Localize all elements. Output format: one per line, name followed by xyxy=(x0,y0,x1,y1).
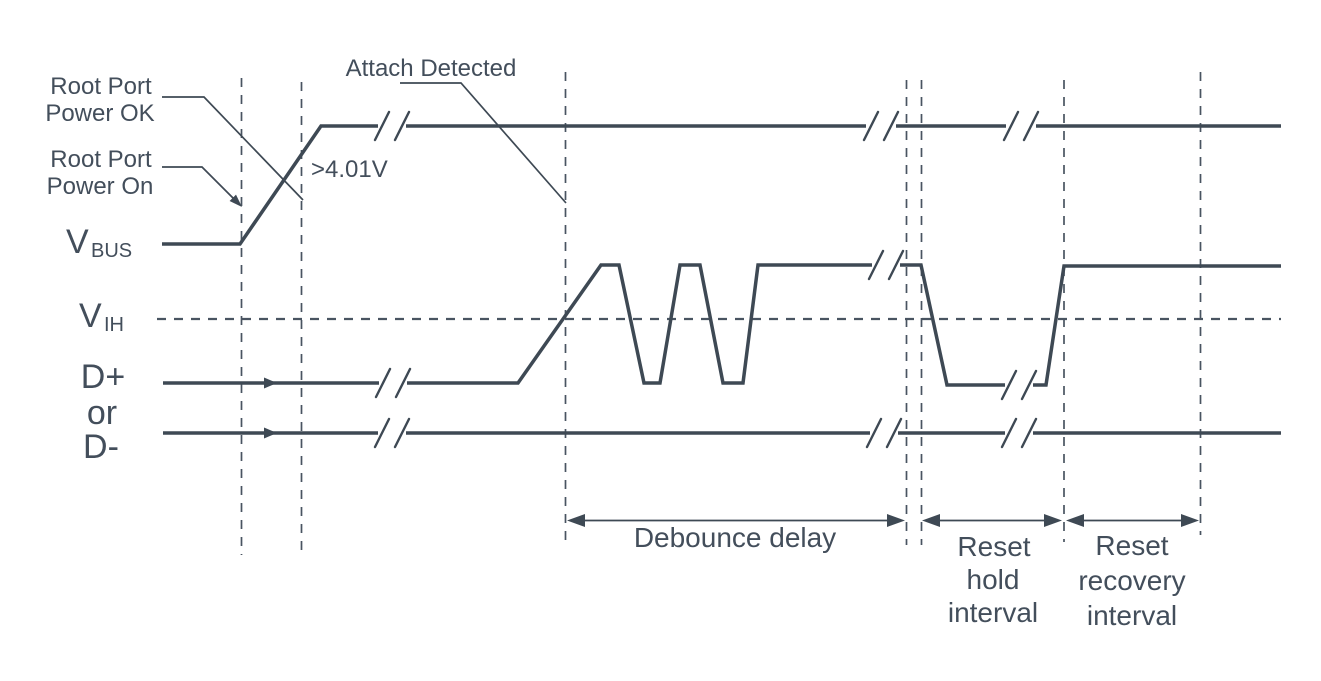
debounce-delay-arrow xyxy=(567,514,905,527)
or-label: or xyxy=(87,394,117,432)
arrowhead-right-icon xyxy=(1044,514,1062,527)
dplus-trace xyxy=(163,263,1281,387)
break-mark xyxy=(1000,417,1038,449)
root-port-power-on-line1: Root Port xyxy=(50,146,152,173)
direction-arrow-icon xyxy=(264,377,277,389)
vbus-signal-label: V BUS xyxy=(66,223,132,262)
reset-hold-line1: Reset xyxy=(957,531,1030,562)
dminus-waveform xyxy=(163,417,1281,449)
dplus-label: D+ xyxy=(81,358,125,396)
vbus-waveform xyxy=(162,110,1281,246)
reset-recovery-line3: interval xyxy=(1087,600,1177,631)
break-mark xyxy=(373,110,411,142)
root-port-power-on-line2: Power On xyxy=(47,173,154,200)
break-mark xyxy=(1000,369,1038,401)
root-port-power-ok-label: Root Port Power OK xyxy=(45,73,154,127)
break-mark xyxy=(867,249,905,281)
reset-hold-line2: hold xyxy=(967,564,1020,595)
vbus-trace xyxy=(162,124,1281,246)
break-mark xyxy=(862,110,900,142)
vih-label-main: V xyxy=(79,297,102,335)
root-port-power-ok-line1: Root Port xyxy=(50,73,152,100)
break-mark xyxy=(374,367,412,399)
attach-detected-label: Attach Detected xyxy=(346,55,517,82)
dminus-label: D- xyxy=(83,428,119,466)
reset-recovery-interval-label: Reset recovery interval xyxy=(1078,530,1185,631)
dplus-waveform xyxy=(163,249,1281,401)
leader-lines xyxy=(162,82,567,207)
reset-hold-line3: interval xyxy=(948,597,1038,628)
vih-label-subscript: IH xyxy=(104,314,124,336)
direction-arrow-icon xyxy=(264,427,277,439)
vbus-label-main: V xyxy=(66,223,89,261)
debounce-delay-label: Debounce delay xyxy=(634,522,836,553)
vbus-label-subscript: BUS xyxy=(91,240,132,262)
reset-hold-arrow xyxy=(922,514,1062,527)
leader-attach-detected xyxy=(400,82,567,204)
vbus-threshold-label: >4.01V xyxy=(311,156,388,183)
leader-arrowhead-icon xyxy=(229,194,242,207)
leader-power-on xyxy=(162,166,238,203)
arrowhead-right-icon xyxy=(1181,514,1199,527)
vih-signal-label: V IH xyxy=(79,297,124,336)
leader-power-ok xyxy=(162,96,304,201)
root-port-power-on-label: Root Port Power On xyxy=(47,146,154,200)
arrowhead-left-icon xyxy=(567,514,585,527)
event-marker-lines xyxy=(240,72,1202,555)
arrowhead-right-icon xyxy=(887,514,905,527)
reset-hold-interval-label: Reset hold interval xyxy=(948,531,1038,628)
break-mark xyxy=(373,417,411,449)
break-mark xyxy=(865,417,903,449)
data-lines-signal-label: D+ or D- xyxy=(81,358,125,466)
root-port-power-ok-line2: Power OK xyxy=(45,100,154,127)
arrowhead-left-icon xyxy=(922,514,940,527)
reset-recovery-arrow xyxy=(1066,514,1199,527)
arrowhead-left-icon xyxy=(1066,514,1084,527)
reset-recovery-line1: Reset xyxy=(1095,530,1168,561)
break-mark xyxy=(1002,110,1040,142)
reset-recovery-line2: recovery xyxy=(1078,565,1185,596)
